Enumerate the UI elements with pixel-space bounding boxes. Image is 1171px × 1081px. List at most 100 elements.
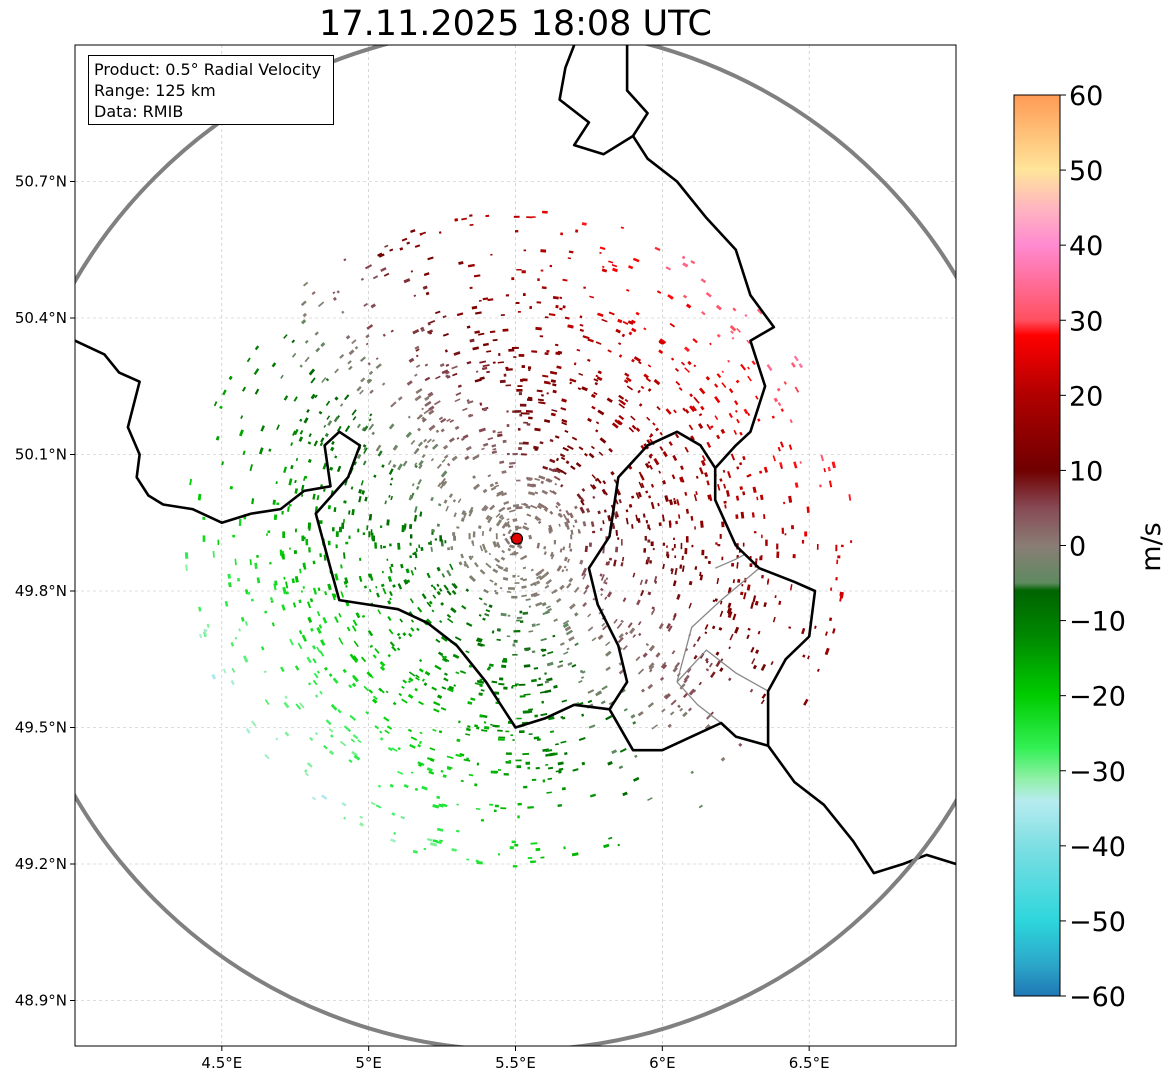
velocity-echo [442, 774, 447, 778]
velocity-echo [446, 375, 451, 379]
velocity-echo [544, 672, 547, 675]
velocity-echo [289, 638, 294, 646]
velocity-echo [469, 223, 474, 226]
velocity-echo [307, 682, 312, 686]
velocity-echo [690, 435, 695, 441]
velocity-echo [645, 642, 650, 647]
velocity-echo [318, 301, 325, 308]
velocity-echo [699, 574, 704, 581]
velocity-echo [455, 671, 460, 675]
velocity-echo [593, 378, 599, 382]
velocity-echo [496, 490, 504, 496]
velocity-echo [535, 326, 542, 331]
velocity-echo [637, 621, 642, 626]
velocity-echo [365, 334, 370, 339]
velocity-echo [517, 575, 520, 578]
velocity-echo [739, 486, 744, 490]
velocity-echo [831, 461, 836, 469]
velocity-echo [475, 370, 479, 373]
velocity-echo [579, 328, 584, 332]
velocity-echo [424, 376, 431, 382]
velocity-echo [632, 720, 637, 725]
velocity-echo [589, 793, 597, 798]
velocity-echo [682, 262, 689, 268]
velocity-echo [363, 302, 369, 307]
velocity-echo [603, 509, 607, 513]
velocity-echo [840, 544, 844, 548]
velocity-echo [408, 671, 416, 677]
velocity-echo [489, 504, 496, 511]
velocity-echo [522, 710, 530, 714]
velocity-echo [283, 576, 286, 580]
velocity-echo [595, 421, 600, 425]
velocity-echo [362, 425, 369, 432]
velocity-echo [497, 729, 503, 732]
velocity-echo [562, 622, 570, 629]
velocity-echo [704, 624, 709, 630]
velocity-echo [494, 591, 499, 595]
velocity-echo [608, 557, 613, 561]
velocity-echo [506, 368, 513, 371]
velocity-echo [533, 593, 540, 598]
velocity-echo [615, 328, 621, 334]
velocity-echo [746, 584, 751, 591]
velocity-echo [582, 573, 587, 580]
velocity-echo [502, 439, 507, 444]
velocity-echo [624, 372, 630, 378]
velocity-echo [514, 582, 520, 585]
velocity-echo [293, 428, 299, 436]
velocity-echo [545, 764, 549, 766]
velocity-echo [353, 461, 357, 466]
velocity-echo [541, 601, 547, 607]
velocity-echo [382, 545, 386, 549]
velocity-echo [416, 627, 420, 632]
velocity-echo [715, 651, 720, 656]
velocity-echo [538, 475, 546, 480]
velocity-echo [537, 278, 540, 282]
velocity-echo [574, 519, 578, 524]
velocity-echo [476, 860, 483, 865]
velocity-echo [488, 552, 492, 556]
velocity-echo [650, 541, 654, 547]
velocity-echo [206, 623, 210, 628]
velocity-echo [332, 296, 337, 301]
velocity-echo [389, 591, 393, 597]
velocity-echo [435, 375, 441, 380]
velocity-echo [250, 598, 254, 602]
velocity-echo [735, 495, 740, 501]
velocity-echo [554, 435, 560, 439]
velocity-echo [349, 653, 356, 661]
velocity-echo [295, 457, 299, 462]
velocity-echo [621, 333, 626, 338]
velocity-echo [652, 547, 655, 551]
velocity-echo [465, 622, 473, 627]
velocity-echo [323, 554, 327, 561]
velocity-echo [533, 667, 539, 670]
velocity-echo [630, 415, 636, 421]
velocity-echo [423, 682, 428, 687]
velocity-echo [478, 332, 485, 336]
velocity-echo [322, 616, 328, 624]
velocity-echo [303, 281, 309, 287]
velocity-echo [521, 365, 525, 368]
velocity-echo [575, 229, 579, 233]
velocity-echo [384, 500, 387, 505]
velocity-echo [548, 529, 552, 534]
velocity-echo [618, 414, 625, 421]
velocity-echo [424, 444, 429, 449]
velocity-echo [649, 669, 653, 673]
velocity-echo [436, 583, 440, 587]
velocity-echo [470, 697, 476, 701]
velocity-echo [669, 322, 676, 328]
velocity-echo [539, 335, 544, 338]
velocity-echo [446, 462, 451, 467]
velocity-echo [460, 517, 465, 522]
velocity-echo [315, 347, 321, 353]
velocity-echo [275, 481, 278, 485]
velocity-echo [705, 660, 709, 664]
velocity-echo [500, 807, 507, 810]
velocity-echo [309, 736, 314, 742]
velocity-echo [352, 675, 359, 683]
velocity-echo [294, 528, 297, 533]
velocity-echo [366, 378, 371, 383]
